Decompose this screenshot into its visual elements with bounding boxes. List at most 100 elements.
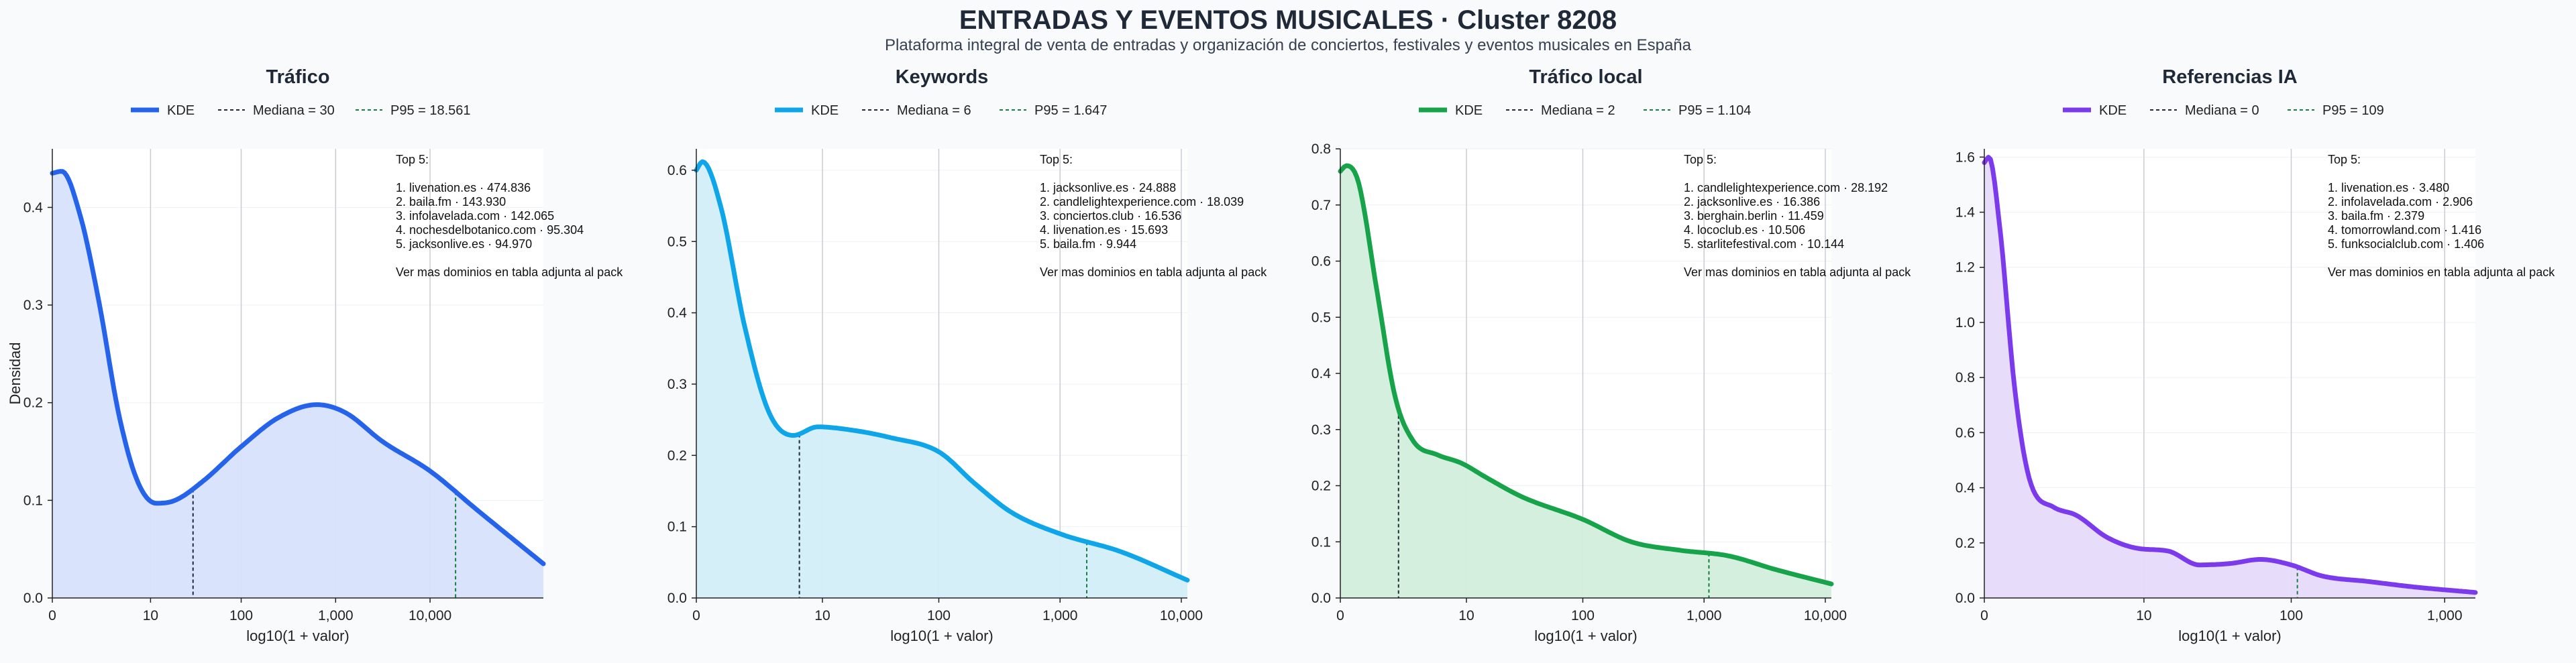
x-tick-label: 1,000 [318,608,354,623]
y-tick-label: 0.6 [667,163,687,178]
x-tick-label: 0 [1336,608,1344,623]
chart-panel-trafico-local: 0.0 0.1 0.2 0.3 0.4 0.5 0.6 0.7 0.8 0 10 100 1,000 10… [1288,67,1932,663]
panel-title: Tráfico local [1529,67,1642,88]
y-tick-label: 0.1 [1311,534,1331,550]
y-tick-label: 0.3 [1311,422,1331,438]
y-tick-label: 1.0 [1955,315,1975,330]
y-axis-label: Densidad [7,343,23,405]
legend-median-label: Mediana = 2 [1541,103,1615,118]
chart-svg: 0.0 0.1 0.2 0.3 0.4 0.5 0.6 0 10 100 1,000 10,000 lo… [667,67,1267,644]
y-tick-label: 0.0 [1955,591,1975,606]
y-tick-label: 1.2 [1955,260,1975,276]
x-tick-label: 1,000 [2427,608,2463,623]
top5-title: Top 5: [396,153,429,166]
x-axis-label: log10(1 + valor) [246,627,349,644]
top5-item: 4. nochesdelbotanico.com · 95.304 [396,223,584,237]
top5-title: Top 5: [1684,153,1717,166]
y-tick-label: 0.5 [1311,310,1331,325]
kde-line [1338,163,1834,587]
legend-median-label: Mediana = 30 [253,103,335,118]
x-tick-label: 10 [814,608,830,623]
x-tick-label: 10,000 [409,608,451,623]
x-tick-label: 10,000 [1804,608,1847,623]
y-tick-label: 0.6 [1955,425,1975,440]
top5-item: 4. lococlub.es · 10.506 [1684,223,1805,237]
top5-item: 4. tomorrowland.com · 1.416 [2328,223,2481,237]
y-tick-label: 0.4 [1311,366,1332,381]
page-subtitle: Plataforma integral de venta de entradas… [884,36,1691,54]
x-tick-label: 100 [229,608,253,623]
legend-kde-label: KDE [167,103,195,118]
top5-item: 2. baila.fm · 143.930 [396,195,506,208]
y-tick-label: 1.4 [1955,205,1976,221]
kde-line [50,169,546,566]
top5-item: 2. jacksonlive.es · 16.386 [1684,195,1820,208]
legend-median-label: Mediana = 0 [2185,103,2259,118]
x-tick-label: 10 [1458,608,1474,623]
y-tick-label: 0.2 [1955,536,1975,551]
panel-title: Referencias IA [2162,67,2298,88]
top5-item: 5. funksocialclub.com · 1.406 [2328,237,2484,251]
top5-item: 1. candlelightexperience.com · 28.192 [1684,181,1888,194]
top5-note: Ver mas dominios en tabla adjunta al pac… [2328,265,2555,279]
y-tick-label: 0.4 [667,306,688,321]
x-tick-label: 100 [927,608,951,623]
y-tick-label: 0.0 [23,591,43,606]
top5-item: 5. jacksonlive.es · 94.970 [396,237,532,251]
top5-item: 3. conciertos.club · 16.536 [1040,209,1181,223]
panel-title: Tráfico [266,67,329,88]
page-title: ENTRADAS Y EVENTOS MUSICALES · Cluster 8… [959,5,1617,35]
x-tick-label: 10 [143,608,158,623]
y-tick-label: 0.1 [667,520,687,535]
top5-note: Ver mas dominios en tabla adjunta al pac… [1040,265,1267,279]
chart-svg: 0.0 0.2 0.4 0.6 0.8 1.0 1.2 1.4 1.6 0 10 100 1,000 lo… [1955,67,2555,644]
chart-svg: 0.0 0.1 0.2 0.3 0.4 0 10 100 1,000 10,000 log10(1 … [7,67,623,644]
y-tick-label: 0.2 [23,396,43,411]
y-tick-label: 0.8 [1311,141,1331,157]
top5-title: Top 5: [2328,153,2361,166]
top5-title: Top 5: [1040,153,1073,166]
top5-item: 1. livenation.es · 3.480 [2328,181,2449,194]
legend-kde-label: KDE [811,103,839,118]
top5-note: Ver mas dominios en tabla adjunta al pac… [396,265,623,279]
x-tick-label: 100 [1571,608,1595,623]
legend-median-label: Mediana = 6 [897,103,971,118]
top5-item: 3. berghain.berlin · 11.459 [1684,209,1824,223]
y-tick-label: 0.3 [667,377,687,392]
y-tick-label: 0.0 [667,591,687,606]
y-tick-label: 0.6 [1311,254,1331,269]
legend-kde-label: KDE [2099,103,2127,118]
top5-item: 3. baila.fm · 2.379 [2328,209,2424,223]
x-tick-label: 0 [48,608,56,623]
y-tick-label: 0.1 [23,493,43,508]
top5-item: 1. jacksonlive.es · 24.888 [1040,181,1176,194]
chart-svg: 0.0 0.1 0.2 0.3 0.4 0.5 0.6 0.7 0.8 0 10 100 1,000 10… [1311,67,1911,644]
kde-area [52,171,543,599]
x-tick-label: 1,000 [1042,608,1078,623]
chart-panel-referencias-ia: 0.0 0.2 0.4 0.6 0.8 1.0 1.2 1.4 1.6 0 10 100 1,000 lo… [1932,67,2576,663]
top5-item: 2. infolavelada.com · 2.906 [2328,195,2473,208]
y-tick-label: 0.4 [23,200,44,215]
chart-panel-keywords: 0.0 0.1 0.2 0.3 0.4 0.5 0.6 0 10 100 1,000 10,000 lo… [644,67,1288,663]
x-tick-label: 1,000 [1686,608,1722,623]
top5-note: Ver mas dominios en tabla adjunta al pac… [1684,265,1911,279]
top5-item: 4. livenation.es · 15.693 [1040,223,1168,237]
kde-area [1984,157,2475,598]
y-tick-label: 0.5 [667,234,687,249]
x-tick-label: 10,000 [1160,608,1203,623]
legend-p95-label: P95 = 1.104 [1678,103,1751,118]
top5-item: 5. starlitefestival.com · 10.144 [1684,237,1844,251]
legend-p95-label: P95 = 109 [2322,103,2384,118]
y-tick-label: 0.8 [1955,370,1975,385]
top5-item: 2. candlelightexperience.com · 18.039 [1040,195,1244,208]
kde-area [696,162,1187,599]
top5-item: 5. baila.fm · 9.944 [1040,237,1136,251]
x-axis-label: log10(1 + valor) [1534,627,1637,644]
x-tick-label: 100 [2279,608,2303,623]
y-tick-label: 0.2 [667,448,687,463]
y-tick-label: 0.3 [23,298,43,313]
legend-kde-label: KDE [1455,103,1483,118]
x-axis-label: log10(1 + valor) [2178,627,2281,644]
y-tick-label: 0.0 [1311,591,1331,606]
y-tick-label: 1.6 [1955,149,1975,165]
